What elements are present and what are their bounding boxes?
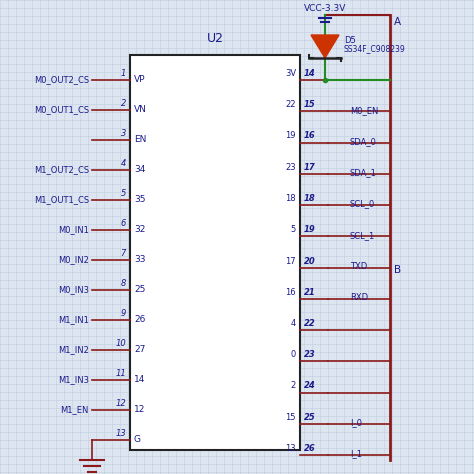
Text: 22: 22	[285, 100, 296, 109]
Text: 9: 9	[120, 309, 126, 318]
Text: 20: 20	[304, 256, 316, 265]
Text: M0_IN3: M0_IN3	[58, 285, 89, 294]
Text: VCC-3.3V: VCC-3.3V	[304, 4, 346, 13]
Text: SCL_0: SCL_0	[350, 200, 375, 209]
Text: 4: 4	[291, 319, 296, 328]
Text: M1_EN: M1_EN	[61, 405, 89, 414]
Text: M0_IN2: M0_IN2	[58, 255, 89, 264]
Text: M0_OUT2_CS: M0_OUT2_CS	[34, 75, 89, 84]
Text: 5: 5	[291, 225, 296, 234]
Text: VN: VN	[134, 104, 147, 113]
Text: 23: 23	[285, 163, 296, 172]
Text: M1_IN2: M1_IN2	[58, 346, 89, 355]
Text: 18: 18	[285, 194, 296, 203]
Text: 2: 2	[120, 99, 126, 108]
Text: M1_IN3: M1_IN3	[58, 375, 89, 384]
Text: M0_EN: M0_EN	[350, 106, 378, 115]
Text: 27: 27	[134, 345, 146, 354]
Text: 26: 26	[304, 444, 316, 453]
Text: M1_IN1: M1_IN1	[58, 316, 89, 325]
Polygon shape	[311, 35, 339, 58]
Text: 17: 17	[285, 256, 296, 265]
Text: 17: 17	[304, 163, 316, 172]
Text: SDA_1: SDA_1	[350, 168, 377, 177]
Text: EN: EN	[134, 135, 146, 144]
Text: 2: 2	[291, 382, 296, 391]
Text: 15: 15	[285, 413, 296, 422]
Text: 19: 19	[285, 131, 296, 140]
Text: U2: U2	[207, 32, 224, 45]
Text: 10: 10	[115, 339, 126, 348]
Text: VP: VP	[134, 74, 146, 83]
Text: 26: 26	[134, 315, 146, 323]
Text: 3V: 3V	[285, 69, 296, 78]
Text: M0_IN1: M0_IN1	[58, 226, 89, 235]
Text: 13: 13	[285, 444, 296, 453]
Text: 32: 32	[134, 225, 146, 234]
Text: I_0: I_0	[350, 418, 362, 427]
Text: 33: 33	[134, 255, 146, 264]
Text: 8: 8	[120, 279, 126, 288]
Text: SS34F_C908239: SS34F_C908239	[344, 45, 406, 54]
Text: 21: 21	[304, 288, 316, 297]
Text: 11: 11	[115, 369, 126, 378]
Text: 15: 15	[304, 100, 316, 109]
Text: 16: 16	[304, 131, 316, 140]
Text: 25: 25	[304, 413, 316, 422]
Text: TXD: TXD	[350, 262, 367, 271]
Text: 19: 19	[304, 225, 316, 234]
Text: B: B	[394, 265, 401, 275]
Text: 12: 12	[115, 399, 126, 408]
Text: 35: 35	[134, 194, 146, 203]
Text: M1_OUT1_CS: M1_OUT1_CS	[34, 195, 89, 204]
Text: 0: 0	[291, 350, 296, 359]
Text: 34: 34	[134, 164, 146, 173]
Text: 16: 16	[285, 288, 296, 297]
Text: D5: D5	[344, 36, 356, 45]
Text: I_1: I_1	[350, 449, 362, 458]
Text: 12: 12	[134, 404, 146, 413]
Text: 7: 7	[120, 249, 126, 258]
Text: A: A	[394, 17, 401, 27]
Text: 5: 5	[120, 189, 126, 198]
Text: 3: 3	[120, 129, 126, 138]
Text: G: G	[134, 435, 141, 444]
Text: SCL_1: SCL_1	[350, 231, 375, 240]
Text: RXD: RXD	[350, 293, 368, 302]
Text: 18: 18	[304, 194, 316, 203]
Text: 23: 23	[304, 350, 316, 359]
Text: M1_OUT2_CS: M1_OUT2_CS	[34, 165, 89, 174]
Text: 25: 25	[134, 284, 146, 293]
Text: 6: 6	[120, 219, 126, 228]
Text: 14: 14	[304, 69, 316, 78]
Text: 4: 4	[120, 159, 126, 168]
Text: SDA_0: SDA_0	[350, 137, 377, 146]
Text: 22: 22	[304, 319, 316, 328]
Text: 1: 1	[120, 69, 126, 78]
Text: 14: 14	[134, 374, 146, 383]
Bar	[130, 55, 300, 450]
Text: M0_OUT1_CS: M0_OUT1_CS	[34, 106, 89, 115]
Text: 24: 24	[304, 382, 316, 391]
Text: 13: 13	[115, 429, 126, 438]
